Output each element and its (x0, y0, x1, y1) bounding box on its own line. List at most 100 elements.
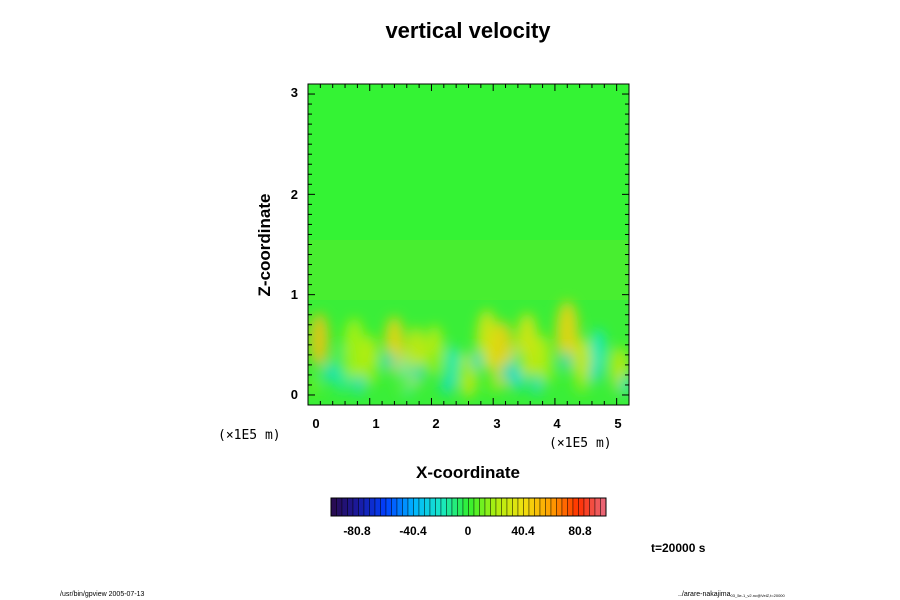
y-tick-label: 2 (291, 187, 298, 202)
colorbar-swatch (567, 497, 574, 517)
colorbar-tick-label: 0 (465, 524, 472, 538)
x-tick-label: 5 (614, 416, 621, 431)
velocity-feature (366, 362, 381, 383)
colorbar-swatch (363, 497, 370, 517)
colorbar-swatch (341, 497, 348, 517)
colorbar-tick-label: -80.8 (343, 524, 371, 538)
colorbar-swatch (374, 497, 381, 517)
colorbar-swatch (556, 497, 563, 517)
velocity-feature (588, 362, 603, 383)
colorbar-swatch (440, 497, 447, 517)
velocity-feature (499, 362, 514, 383)
mid-region (308, 240, 629, 300)
colorbar-swatch (407, 497, 414, 517)
colorbar-frame (330, 497, 607, 517)
footer-right-sub: 03_5e-1_v2.nc@VelZ,t=20000 (731, 593, 786, 598)
velocity-feature (470, 350, 485, 371)
velocity-feature (440, 374, 455, 395)
footer-right: ../arare-nakajima03_5e-1_v2.nc@VelZ,t=20… (678, 591, 786, 598)
colorbar-swatch (336, 497, 343, 517)
time-label: t=20000 s (651, 541, 706, 555)
colorbar-swatch (468, 497, 475, 517)
colorbar-swatch (446, 497, 453, 517)
colorbar-swatch (528, 497, 535, 517)
velocity-feature (559, 350, 574, 371)
colorbar-swatch (435, 497, 442, 517)
colorbar-tick-label: -40.4 (399, 524, 427, 538)
colorbar-swatch (545, 497, 552, 517)
velocity-feature (484, 374, 499, 395)
colorbar-swatch (534, 497, 541, 517)
colorbar-swatch (506, 497, 513, 517)
velocity-feature (321, 362, 336, 383)
colorbar-swatch (501, 497, 508, 517)
colorbar-swatch (385, 497, 392, 517)
velocity-feature (351, 374, 366, 395)
colorbar-swatch (413, 497, 420, 517)
velocity-feature (529, 374, 544, 395)
y-tick-label: 0 (291, 387, 298, 402)
velocity-feature (308, 374, 322, 395)
velocity-feature (555, 300, 579, 369)
colorbar-swatch (594, 497, 601, 517)
velocity-feature (514, 350, 529, 371)
velocity-feature (590, 328, 607, 372)
colorbar-swatch (479, 497, 486, 517)
colorbar (330, 497, 607, 517)
colorbar-swatch (330, 497, 337, 517)
colorbar-swatch (429, 497, 436, 517)
colorbar-swatch (424, 497, 431, 517)
x-tick-label: 3 (493, 416, 500, 431)
colorbar-swatch (512, 497, 519, 517)
colorbar-swatch (484, 497, 491, 517)
colorbar-swatch (358, 497, 365, 517)
colorbar-swatch (347, 497, 354, 517)
y-axis-label: Z-coordinate (255, 194, 274, 297)
x-tick-label: 0 (312, 416, 319, 431)
colorbar-swatch (539, 497, 546, 517)
colorbar-swatch (380, 497, 387, 517)
footer-left: /usr/bin/gpview 2005-07-13 (60, 591, 145, 598)
y-tick-label: 3 (291, 85, 298, 100)
colorbar-swatch (462, 497, 469, 517)
colorbar-swatch (561, 497, 568, 517)
colorbar-swatch (369, 497, 376, 517)
velocity-feature (544, 362, 559, 383)
convection-features (308, 300, 629, 398)
colorbar-swatch (352, 497, 359, 517)
chart-title: vertical velocity (385, 18, 551, 43)
velocity-feature (573, 374, 588, 395)
x-tick-label: 2 (432, 416, 439, 431)
colorbar-swatch (523, 497, 530, 517)
velocity-feature (336, 350, 351, 371)
colorbar-swatch (418, 497, 425, 517)
upper-region (308, 84, 629, 244)
x-ticks (307, 84, 618, 405)
z-scale-note: (×1E5 m) (218, 428, 281, 443)
x-scale-note: (×1E5 m) (549, 436, 612, 451)
colorbar-swatch (396, 497, 403, 517)
footer-right-main: ../arare-nakajima (678, 591, 731, 598)
colorbar-swatch (473, 497, 480, 517)
colorbar-swatch (457, 497, 464, 517)
colorbar-swatch (517, 497, 524, 517)
velocity-feature (603, 350, 618, 371)
velocity-feature (425, 350, 440, 371)
velocity-feature (455, 362, 470, 383)
velocity-feature (396, 374, 411, 395)
colorbar-tick-label: 40.4 (511, 524, 535, 538)
velocity-feature (618, 374, 629, 395)
colorbar-swatch (589, 497, 596, 517)
colorbar-swatch (600, 497, 607, 517)
plot-area (307, 83, 630, 406)
colorbar-swatch (391, 497, 398, 517)
colorbar-swatch (578, 497, 585, 517)
colorbar-swatch (402, 497, 409, 517)
colorbar-tick-label: 80.8 (568, 524, 592, 538)
colorbar-swatch (583, 497, 590, 517)
y-ticks (308, 93, 629, 396)
velocity-feature (309, 313, 329, 367)
y-tick-label: 1 (291, 287, 298, 302)
x-tick-label: 4 (553, 416, 561, 431)
